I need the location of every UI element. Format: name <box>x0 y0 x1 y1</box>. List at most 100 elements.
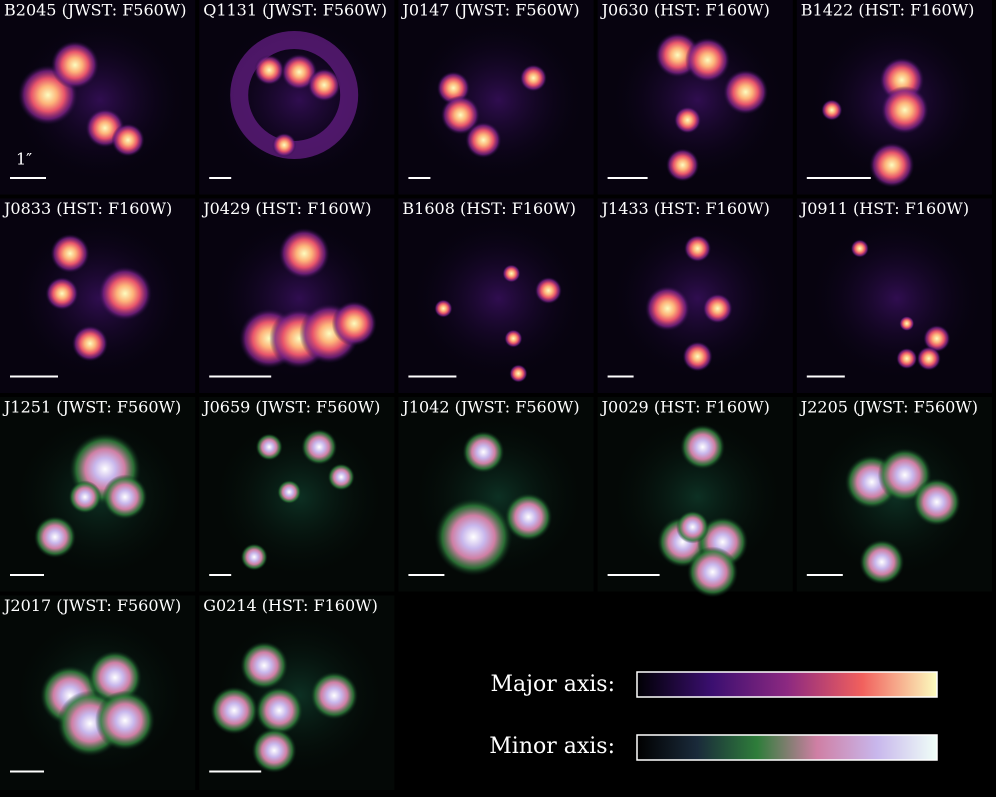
lensed-image <box>434 498 513 576</box>
lensed-image <box>251 728 297 773</box>
image-panel: J1042 (JWST: F560W) <box>398 397 594 592</box>
lensed-image <box>272 133 297 157</box>
lensed-image <box>685 37 731 83</box>
panel-label: J1251 (JWST: F560W) <box>2 398 181 417</box>
lensed-image <box>34 516 76 558</box>
panel-label: J0630 (HST: F160W) <box>600 1 770 20</box>
panel-label: J0833 (HST: F160W) <box>2 199 172 218</box>
lensed-image <box>519 64 547 92</box>
lensed-image <box>98 266 152 321</box>
image-panel: J0911 (HST: F160W) <box>796 198 992 393</box>
colorbar <box>636 734 938 761</box>
lensed-image <box>534 277 562 304</box>
lensed-image <box>504 329 523 348</box>
panel-glow <box>413 218 584 379</box>
lensed-image <box>509 364 528 383</box>
panel-label: J0911 (HST: F160W) <box>799 199 969 218</box>
image-panel: J0659 (JWST: F560W) <box>199 397 395 592</box>
lensed-image <box>645 286 691 331</box>
lensed-image <box>255 686 304 735</box>
panel-label: Q1131 (JWST: F560W) <box>203 1 387 20</box>
panel-label: G0214 (HST: F160W) <box>203 596 378 615</box>
image-panel: B1608 (HST: F160W) <box>398 198 594 393</box>
lensed-image <box>880 86 929 134</box>
lensed-image <box>502 264 521 283</box>
lensed-image <box>465 122 502 158</box>
lensed-image <box>821 99 843 121</box>
panel-label: J1042 (JWST: F560W) <box>400 398 579 417</box>
lensed-image <box>45 277 79 310</box>
lensed-image <box>277 480 302 504</box>
lensed-image <box>102 474 148 520</box>
image-panel: J2017 (JWST: F560W) <box>0 595 196 790</box>
lensed-image <box>50 234 90 273</box>
lensed-image <box>899 316 915 331</box>
panel-glow <box>612 218 783 379</box>
lensed-image <box>210 686 259 735</box>
panel-label: J0429 (HST: F160W) <box>201 199 371 218</box>
lensed-image <box>702 293 733 324</box>
lensed-image <box>684 235 712 262</box>
lensed-image <box>278 228 330 279</box>
lensed-image <box>674 106 702 134</box>
lensed-image <box>462 431 505 473</box>
panel-label: J2205 (JWST: F560W) <box>799 398 978 417</box>
lensed-image <box>682 341 713 372</box>
lensed-image <box>896 348 918 369</box>
image-panel: J1251 (JWST: F560W) <box>0 397 196 592</box>
image-panel: J1433 (HST: F160W) <box>597 198 793 393</box>
lensed-image <box>912 478 961 526</box>
lensed-image <box>440 95 480 135</box>
lensed-image <box>666 148 700 182</box>
lensed-image <box>240 543 268 571</box>
panel-glow <box>612 20 783 180</box>
scale-label: 1″ <box>16 150 32 169</box>
colorbar-label: Major axis: <box>491 672 615 697</box>
lensed-image <box>680 424 726 470</box>
panel-glow <box>413 20 584 180</box>
lensed-image <box>327 463 355 491</box>
image-panel: J0147 (JWST: F560W) <box>398 0 594 195</box>
image-panel: Q1131 (JWST: F560W) <box>199 0 395 195</box>
panel-glow <box>811 218 982 379</box>
panel-label: J0659 (JWST: F560W) <box>201 398 380 417</box>
lensed-image <box>723 69 769 115</box>
colorbar <box>636 671 938 698</box>
lensed-image <box>254 55 285 85</box>
lensed-image <box>310 671 359 720</box>
image-panel: B1422 (HST: F160W) <box>796 0 992 195</box>
lensed-image <box>869 142 915 188</box>
image-panel: B2045 (JWST: F560W) 1″ <box>0 0 196 195</box>
lensed-image <box>68 480 102 514</box>
lensed-image <box>95 690 155 751</box>
lensed-image <box>255 433 283 461</box>
lensed-image <box>676 510 710 544</box>
lensed-image <box>307 68 341 102</box>
lensed-image <box>859 539 905 585</box>
lensed-image <box>916 346 941 371</box>
lensed-image <box>51 41 99 89</box>
lensed-image <box>434 299 453 318</box>
panel-label: J0147 (JWST: F560W) <box>400 1 579 20</box>
panel-label: J0029 (HST: F160W) <box>600 398 770 417</box>
panel-label: J2017 (JWST: F560W) <box>2 596 181 615</box>
lensed-image <box>923 325 951 352</box>
lensed-image <box>331 301 377 346</box>
colorbar-label: Minor axis: <box>489 734 615 759</box>
panel-label: J1433 (HST: F160W) <box>600 199 770 218</box>
image-panel: J0833 (HST: F160W) <box>0 198 196 393</box>
image-panel: G0214 (HST: F160W) <box>199 595 395 790</box>
lensed-image <box>111 123 145 157</box>
panel-label: B1608 (HST: F160W) <box>402 199 576 218</box>
panel-label: B2045 (JWST: F560W) <box>4 1 187 20</box>
image-panel: J0630 (HST: F160W) <box>597 0 793 195</box>
lensed-image <box>240 641 289 690</box>
lensed-image <box>504 493 553 541</box>
lensed-image <box>850 239 869 258</box>
image-panel: J0429 (HST: F160W) <box>199 198 395 393</box>
lensed-image <box>301 429 338 465</box>
panel-label: B1422 (HST: F160W) <box>801 1 975 20</box>
image-panel: J0029 (HST: F160W) <box>597 397 793 598</box>
